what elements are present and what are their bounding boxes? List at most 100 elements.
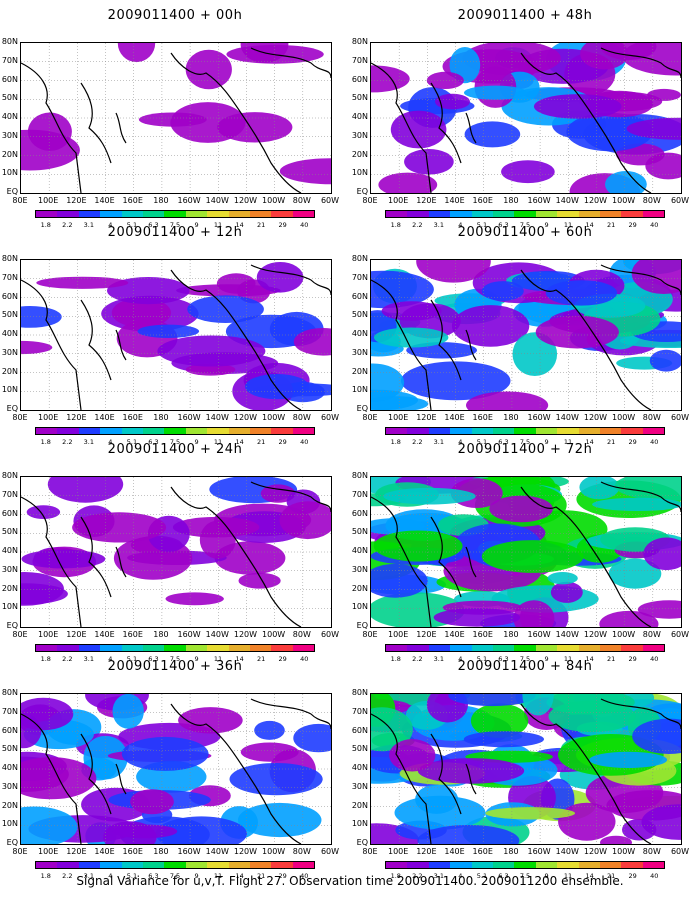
colorbar-label: 4: [458, 872, 463, 880]
colorbar-label: 6.3: [148, 438, 159, 446]
latitude-label: 70N: [1, 272, 18, 282]
colorbar-label: 21: [607, 438, 616, 446]
longitude-label: 80E: [362, 196, 378, 205]
longitude-label: 160W: [177, 630, 201, 639]
variance-contour: [394, 795, 486, 830]
latitude-label: 10N: [351, 168, 368, 178]
latitude-label: EQ: [356, 404, 368, 413]
latitude-label: 50N: [351, 93, 368, 103]
latitude-label: 80N: [1, 688, 18, 697]
variance-contour: [103, 821, 157, 844]
variance-contour: [632, 718, 681, 754]
colorbar-label: 3.1: [83, 438, 95, 446]
coastline: [250, 481, 331, 513]
variance-contour: [245, 374, 310, 400]
variance-contour: [464, 85, 527, 100]
coastline: [21, 713, 82, 844]
latitude-label: EQ: [6, 621, 18, 630]
longitude-label: 180: [503, 196, 519, 205]
colorbar-label: 7.5: [169, 221, 181, 229]
colorbar-swatch: [185, 862, 208, 868]
latitude-label: 10N: [1, 168, 18, 178]
coastline: [600, 264, 681, 296]
variance-contour: [545, 280, 618, 306]
latitude-label: 30N: [1, 781, 18, 791]
variance-contour: [47, 477, 124, 503]
colorbar-label: 5.1: [126, 655, 138, 663]
colorbar-label: 9: [194, 438, 199, 446]
latitude-label: 80N: [351, 254, 368, 263]
colorbar-label: 11: [213, 655, 223, 663]
colorbar-swatch: [642, 862, 665, 868]
colorbar-label: 11: [563, 438, 573, 446]
colorbar-label: 3.1: [433, 872, 445, 880]
colorbar-label: 11: [563, 872, 573, 880]
colorbar-swatch: [450, 211, 472, 217]
longitude-label: 60W: [320, 847, 340, 856]
latitude-label: 10N: [351, 602, 368, 612]
colorbar-swatch: [292, 862, 315, 868]
map-canvas: [371, 694, 681, 844]
variance-contour: [608, 558, 662, 589]
variance-map: [20, 693, 332, 845]
longitude-label: 160E: [122, 847, 143, 856]
latitude-label: 20N: [1, 583, 18, 593]
colorbar-swatch: [100, 211, 122, 217]
colorbar-swatch: [292, 211, 315, 217]
coastline: [21, 62, 82, 193]
colorbar-label: 3.1: [433, 221, 445, 229]
longitude-label: 180: [153, 630, 169, 639]
colorbar-swatch: [386, 211, 408, 217]
longitude-label: 100E: [388, 847, 409, 856]
colorbar-swatch: [142, 645, 165, 651]
colorbar-swatch: [36, 645, 58, 651]
longitude-label: 120W: [583, 196, 608, 205]
colorbar-label: 6.3: [148, 872, 159, 880]
longitude-label: 80E: [362, 413, 378, 422]
map-canvas: [21, 260, 331, 410]
colorbar-swatch: [78, 211, 101, 217]
colorbar-label: 7.5: [519, 438, 531, 446]
longitude-label: 140W: [205, 847, 229, 856]
latitude-label: 10N: [351, 819, 368, 829]
latitude-label: 50N: [1, 527, 18, 537]
longitude-label: 160E: [472, 630, 493, 639]
colorbar-label: 5.1: [126, 438, 138, 446]
colorbar-swatch: [599, 645, 622, 651]
longitude-label: 160W: [177, 196, 201, 205]
longitude-label: 60W: [670, 413, 690, 422]
longitude-label: 140E: [444, 196, 465, 205]
colorbar-swatch: [207, 211, 229, 217]
longitude-label: 100E: [38, 847, 59, 856]
coastline: [371, 62, 432, 193]
variance-contour: [279, 158, 331, 185]
colorbar-label: 9: [544, 655, 549, 663]
colorbar-label: 4: [458, 438, 463, 446]
colorbar-label: 5.1: [126, 872, 138, 880]
colorbar-swatch: [621, 428, 643, 434]
latitude-label: 40N: [1, 546, 18, 555]
variance-contour: [21, 306, 62, 328]
latitude-label: 10N: [1, 385, 18, 395]
colorbar-label: 6.3: [498, 655, 509, 663]
longitude-label: 60W: [320, 630, 340, 639]
longitude-label: 140E: [94, 413, 115, 422]
latitude-label: 20N: [351, 583, 368, 593]
latitude-label: 60N: [1, 291, 18, 301]
map-panel-36h: 2009011400 + 36h 80N 70N 60N 50N 40N 30N 20N 10N…: [0, 651, 350, 880]
longitude-label: 80E: [362, 847, 378, 856]
variance-contour: [451, 305, 530, 347]
colorbar-label: 5.1: [126, 221, 138, 229]
variance-contour: [374, 327, 449, 348]
variance-contour: [649, 349, 681, 372]
latitude-label: 40N: [1, 329, 18, 338]
variance-contour: [647, 88, 681, 101]
variance-map: [370, 259, 682, 411]
coastline: [115, 329, 127, 361]
variance-contour: [293, 723, 331, 753]
longitude-label: 120E: [66, 630, 87, 639]
colorbar-swatch: [621, 862, 643, 868]
latitude-label: EQ: [6, 187, 18, 196]
latitude-label: 80N: [1, 471, 18, 480]
longitude-label: 120E: [416, 630, 437, 639]
